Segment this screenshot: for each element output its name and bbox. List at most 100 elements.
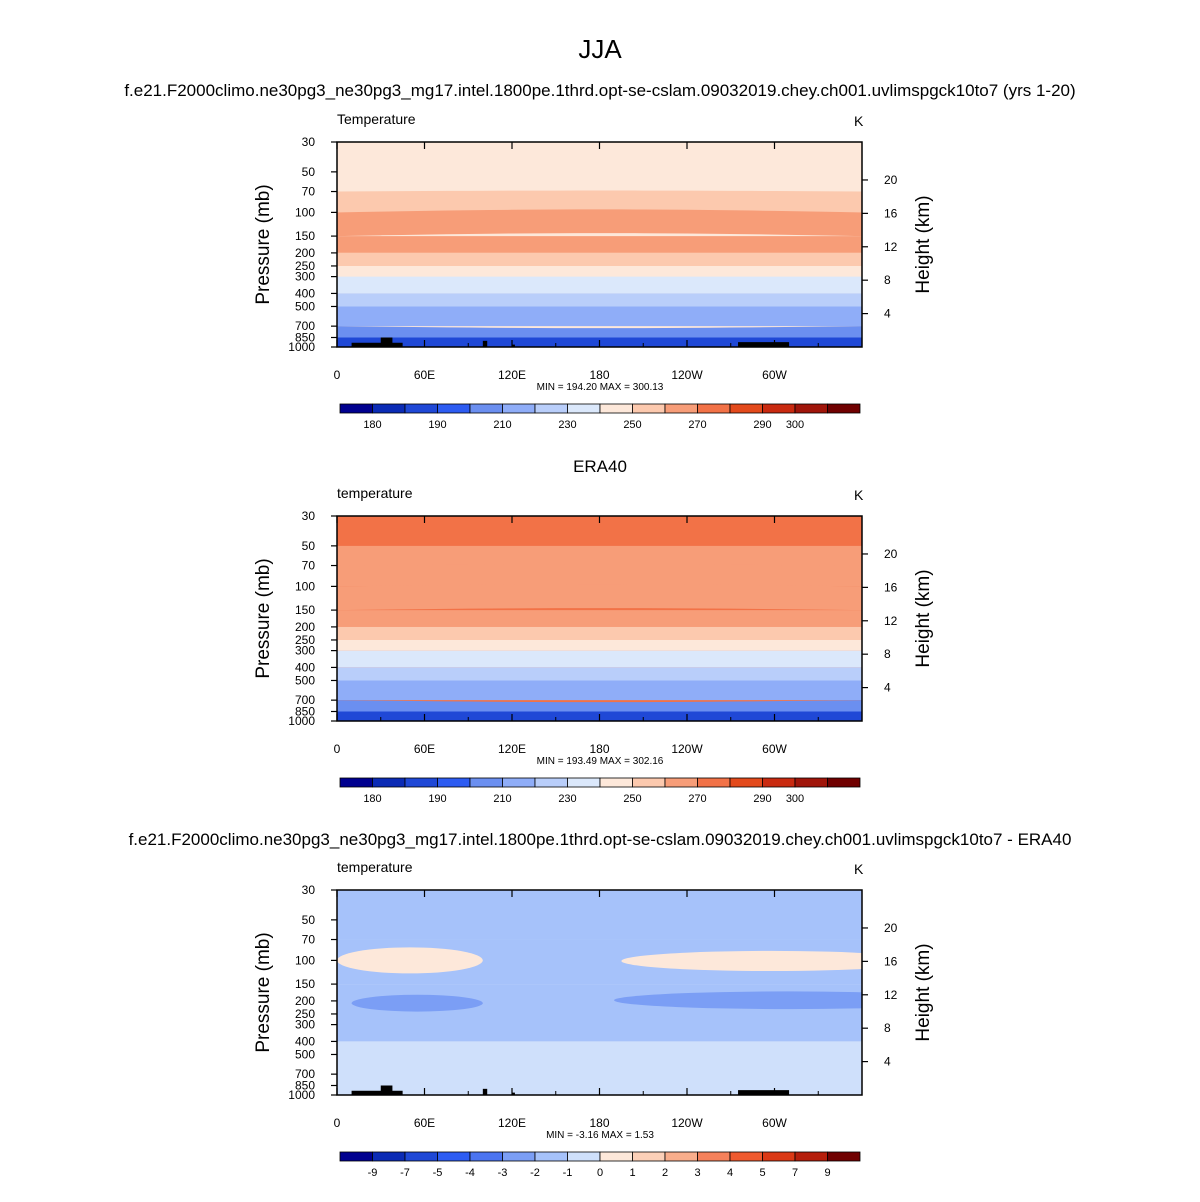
y2-tick-label: 16 bbox=[884, 954, 898, 968]
colorbar-label: -3 bbox=[498, 1167, 508, 1179]
contour-band bbox=[337, 276, 862, 294]
colorbar-cell bbox=[827, 403, 861, 414]
x-tick-label: 60W bbox=[762, 742, 787, 756]
topography bbox=[512, 344, 515, 347]
contour-band bbox=[337, 1095, 862, 1101]
x-tick-label: 0 bbox=[334, 742, 341, 756]
y-tick-label: 100 bbox=[295, 579, 315, 593]
stats-label: MIN = 193.49 MAX = 302.16 bbox=[537, 756, 664, 767]
contour-feature bbox=[366, 1054, 629, 1089]
contour-band bbox=[337, 584, 862, 611]
colorbar-label: -9 bbox=[368, 1167, 378, 1179]
y-tick-label: 30 bbox=[302, 509, 316, 523]
x-tick-label: 0 bbox=[334, 368, 341, 382]
colorbar-cell bbox=[372, 403, 406, 414]
y-tick-label: 150 bbox=[295, 977, 315, 991]
y-tick-label: 250 bbox=[295, 259, 315, 273]
contour-band bbox=[337, 171, 862, 192]
contour-band bbox=[337, 142, 862, 172]
y-tick-label: 200 bbox=[295, 246, 315, 260]
plot-area bbox=[337, 516, 862, 721]
y-tick-label: 700 bbox=[295, 319, 315, 333]
y-tick-label: 850 bbox=[295, 704, 315, 718]
colorbar-label: 180 bbox=[363, 419, 381, 431]
colorbar-cell bbox=[502, 1151, 536, 1162]
y2-tick-label: 8 bbox=[884, 647, 891, 661]
x-tick-label: 120E bbox=[498, 1116, 526, 1130]
colorbar-cell bbox=[534, 777, 568, 788]
contour-band bbox=[337, 347, 862, 353]
chart-panel-1: Temperature K3050701001502002503004005007… bbox=[253, 111, 934, 431]
topography bbox=[380, 337, 393, 347]
colorbar-cell bbox=[404, 403, 438, 414]
contour-band bbox=[337, 326, 862, 340]
y-tick-label: 700 bbox=[295, 1067, 315, 1081]
contour-band bbox=[337, 265, 862, 277]
colorbar-label: 250 bbox=[623, 419, 641, 431]
colorbar-cell bbox=[469, 1151, 503, 1162]
colorbar-cell bbox=[632, 403, 666, 414]
colorbar-cell bbox=[372, 1151, 406, 1162]
y2-tick-label: 4 bbox=[884, 1055, 891, 1069]
colorbar-label: 230 bbox=[558, 419, 576, 431]
y-tick-label: 500 bbox=[295, 1047, 315, 1061]
units-label: K bbox=[854, 861, 864, 877]
contour-band bbox=[337, 190, 862, 213]
colorbar-cell bbox=[729, 403, 763, 414]
colorbar-cell bbox=[437, 1151, 471, 1162]
contour-band bbox=[337, 545, 862, 566]
plot-area bbox=[337, 890, 862, 1101]
y2-tick-label: 20 bbox=[884, 547, 898, 561]
plot-area bbox=[337, 142, 862, 353]
colorbar-cell bbox=[599, 403, 633, 414]
contour-band bbox=[337, 610, 862, 627]
y-tick-label: 850 bbox=[295, 330, 315, 344]
y-tick-label: 700 bbox=[295, 693, 315, 707]
colorbar-cell bbox=[762, 1151, 796, 1162]
topography bbox=[482, 340, 488, 347]
colorbar-label: -7 bbox=[400, 1167, 410, 1179]
y2-tick-label: 20 bbox=[884, 173, 898, 187]
contour-band bbox=[337, 306, 862, 327]
panel-title: temperature bbox=[337, 485, 413, 501]
colorbar-cell bbox=[437, 403, 471, 414]
y-tick-label: 500 bbox=[295, 673, 315, 687]
colorbar-label: 210 bbox=[493, 419, 511, 431]
x-tick-label: 120E bbox=[498, 742, 526, 756]
colorbar-cell bbox=[729, 777, 763, 788]
colorbar-cell bbox=[437, 777, 471, 788]
topography bbox=[738, 342, 790, 347]
y2-axis-label: Height (km) bbox=[913, 569, 934, 667]
y2-tick-label: 12 bbox=[884, 988, 898, 1002]
y-tick-label: 30 bbox=[302, 883, 316, 897]
y-tick-label: 50 bbox=[302, 539, 316, 553]
y-tick-label: 50 bbox=[302, 913, 316, 927]
colorbar-cell bbox=[794, 403, 828, 414]
figure-title: JJA bbox=[578, 34, 622, 64]
y-tick-label: 100 bbox=[295, 953, 315, 967]
colorbar-cell bbox=[372, 777, 406, 788]
colorbar-cell bbox=[794, 777, 828, 788]
y2-tick-label: 8 bbox=[884, 273, 891, 287]
y-tick-label: 150 bbox=[295, 603, 315, 617]
stats-label: MIN = 194.20 MAX = 300.13 bbox=[537, 382, 664, 393]
contour-band bbox=[337, 252, 862, 266]
colorbar-label: 270 bbox=[688, 419, 706, 431]
colorbar-cell bbox=[534, 1151, 568, 1162]
y-tick-label: 50 bbox=[302, 165, 316, 179]
colorbar-cell bbox=[632, 1151, 666, 1162]
contour-feature bbox=[621, 950, 862, 972]
chart-panel-3: temperature K3050701001502002503004005007… bbox=[253, 859, 934, 1179]
x-tick-label: 0 bbox=[334, 1116, 341, 1130]
x-tick-label: 60W bbox=[762, 1116, 787, 1130]
y-tick-label: 850 bbox=[295, 1078, 315, 1092]
colorbar-cell bbox=[469, 777, 503, 788]
y-tick-label: 70 bbox=[302, 559, 316, 573]
y2-tick-label: 4 bbox=[884, 307, 891, 321]
colorbar-cell bbox=[762, 403, 796, 414]
contour-band bbox=[337, 680, 862, 701]
colorbar-cell bbox=[567, 777, 601, 788]
y-axis-label: Pressure (mb) bbox=[253, 558, 274, 678]
colorbar-label: 290 bbox=[753, 793, 771, 805]
x-tick-label: 120E bbox=[498, 368, 526, 382]
